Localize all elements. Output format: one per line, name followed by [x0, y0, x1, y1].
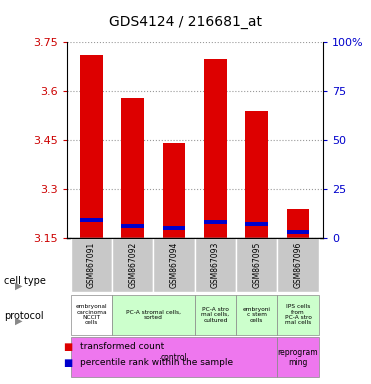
Text: GSM867095: GSM867095 — [252, 242, 261, 288]
Bar — [121, 98, 144, 238]
Bar — [121, 224, 144, 228]
Bar — [195, 295, 236, 334]
Bar — [245, 111, 268, 238]
Bar — [287, 230, 309, 234]
Bar — [71, 238, 112, 292]
Bar — [236, 238, 278, 292]
Bar — [80, 55, 103, 238]
Text: embryonal
carcinoma
NCCIT
cells: embryonal carcinoma NCCIT cells — [76, 304, 107, 325]
Bar — [71, 338, 278, 377]
Bar — [278, 238, 319, 292]
Text: PC-A stro
mal cells,
cultured: PC-A stro mal cells, cultured — [201, 307, 230, 323]
Text: GSM867091: GSM867091 — [87, 242, 96, 288]
Text: PC-A stromal cells,
sorted: PC-A stromal cells, sorted — [126, 310, 181, 320]
Text: GSM867096: GSM867096 — [293, 242, 302, 288]
Bar — [112, 238, 154, 292]
Text: control: control — [161, 353, 187, 362]
Bar — [278, 338, 319, 377]
Text: embryoni
c stem
cells: embryoni c stem cells — [243, 307, 271, 323]
Text: ■: ■ — [63, 342, 72, 352]
Text: reprogram
ming: reprogram ming — [278, 348, 318, 367]
Bar — [163, 226, 186, 230]
Bar — [236, 295, 278, 334]
Bar — [287, 209, 309, 238]
Bar — [163, 143, 186, 238]
Text: cell type: cell type — [4, 276, 46, 286]
Bar — [204, 58, 227, 238]
Bar — [195, 238, 236, 292]
Text: GDS4124 / 216681_at: GDS4124 / 216681_at — [109, 15, 262, 29]
Text: GSM867094: GSM867094 — [170, 242, 178, 288]
Text: GSM867093: GSM867093 — [211, 242, 220, 288]
Text: IPS cells
from
PC-A stro
mal cells: IPS cells from PC-A stro mal cells — [285, 304, 311, 325]
Bar — [112, 295, 195, 334]
Bar — [71, 295, 112, 334]
Text: ■: ■ — [63, 358, 72, 368]
Bar — [204, 220, 227, 224]
Text: protocol: protocol — [4, 311, 43, 321]
Bar — [154, 238, 195, 292]
Text: transformed count: transformed count — [80, 342, 164, 351]
Text: ▶: ▶ — [15, 316, 22, 326]
Text: GSM867092: GSM867092 — [128, 242, 137, 288]
Bar — [80, 218, 103, 222]
Text: ▶: ▶ — [15, 281, 22, 291]
Bar — [245, 222, 268, 226]
Bar — [278, 295, 319, 334]
Text: percentile rank within the sample: percentile rank within the sample — [80, 358, 233, 367]
